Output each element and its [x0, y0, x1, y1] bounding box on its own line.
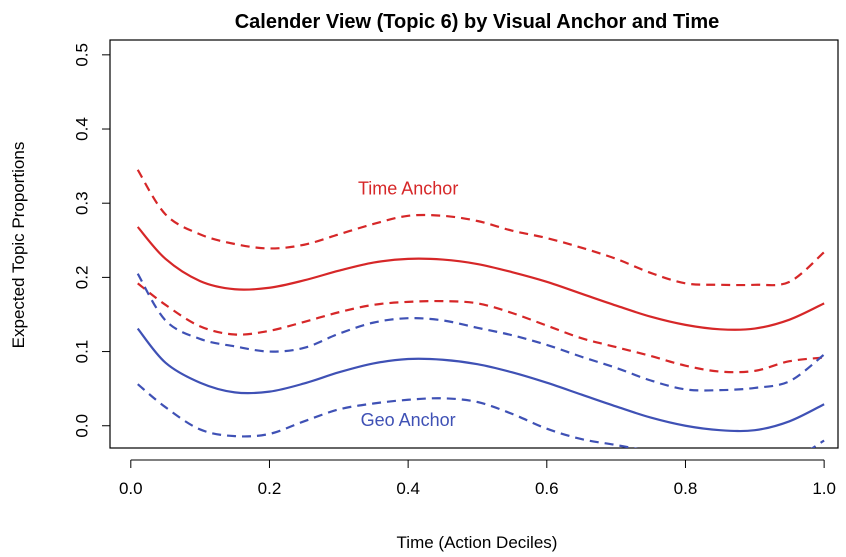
- series-1-dashed-line: [136, 169, 825, 287]
- geo-anchor-label: Geo Anchor: [361, 410, 456, 430]
- series-0-solid-line: [136, 226, 825, 331]
- y-tick-label: 0.0: [73, 414, 92, 438]
- y-axis: 0.0 0.1 0.2 0.3 0.4 0.5: [73, 43, 111, 438]
- series-5-dashed-line: [137, 383, 825, 448]
- x-axis-label: Time (Action Deciles): [397, 533, 558, 552]
- series-4-dashed-line: [136, 273, 825, 392]
- x-tick-label: 0.6: [535, 479, 559, 498]
- y-tick-label: 0.1: [73, 340, 92, 364]
- x-tick-label: 0.4: [396, 479, 420, 498]
- x-tick-label: 0.2: [258, 479, 282, 498]
- y-tick-label: 0.4: [73, 117, 92, 141]
- y-axis-label: Expected Topic Proportions: [9, 142, 28, 349]
- y-tick-label: 0.3: [73, 191, 92, 215]
- time-anchor-label: Time Anchor: [358, 178, 458, 198]
- series-3-solid-line: [136, 327, 825, 433]
- annotation-layer: Time Anchor Geo Anchor: [358, 178, 458, 429]
- y-tick-label: 0.2: [73, 266, 92, 290]
- chart-title: Calender View (Topic 6) by Visual Anchor…: [235, 11, 720, 33]
- series-2-dashed-line: [137, 282, 825, 374]
- y-tick-label: 0.5: [73, 43, 92, 67]
- x-axis: 0.0 0.2 0.4 0.6 0.8 1.0: [119, 459, 836, 498]
- plot-frame: [109, 39, 839, 449]
- x-tick-label: 0.8: [674, 479, 698, 498]
- x-tick-label: 0.0: [119, 479, 143, 498]
- x-tick-label: 1.0: [812, 479, 836, 498]
- series-layer: [136, 169, 825, 448]
